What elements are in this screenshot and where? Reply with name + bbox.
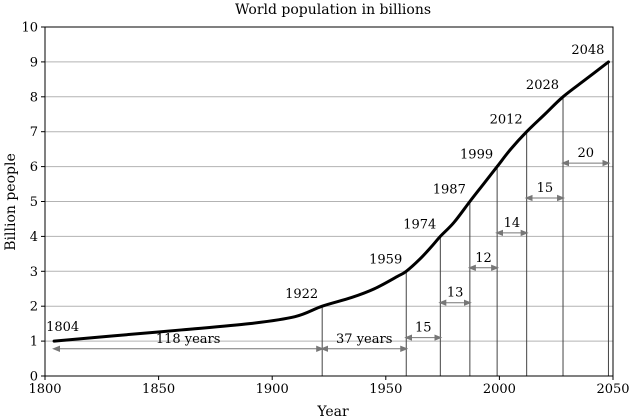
x-tick-label-1850: 1850 [142, 382, 175, 397]
y-tick-label-1: 1 [30, 335, 38, 350]
y-axis-label: Billion people [3, 153, 19, 251]
interval-label-2028-2048: 20 [577, 146, 594, 161]
interval-labels: 118 years 37 years 15 13 12 14 15 20 [156, 146, 594, 347]
x-axis-ticks: 1800 1850 1900 1950 2000 2050 [28, 376, 630, 397]
y-tick-label-5: 5 [30, 195, 38, 210]
y-tick-label-10: 10 [21, 21, 38, 36]
x-tick-label-1950: 1950 [369, 382, 402, 397]
milestone-label-1974: 1974 [403, 217, 436, 232]
milestone-label-2012: 2012 [490, 113, 523, 128]
y-tick-label-4: 4 [30, 230, 38, 245]
interval-label-1922-1959: 37 years [336, 332, 392, 347]
population-curve [52, 60, 610, 343]
y-tick-label-3: 3 [30, 265, 38, 280]
y-tick-label-9: 9 [30, 55, 38, 70]
population-series [52, 60, 610, 343]
milestone-label-2048: 2048 [571, 43, 604, 58]
y-tick-label-2: 2 [30, 300, 38, 315]
milestone-label-1959: 1959 [369, 252, 402, 267]
interval-label-1999-2012: 14 [504, 216, 521, 231]
x-tick-label-1800: 1800 [28, 382, 61, 397]
interval-label-1974-1987: 13 [447, 286, 464, 301]
milestone-label-2028: 2028 [526, 78, 559, 93]
y-tick-label-8: 8 [30, 90, 38, 105]
interval-label-2012-2028: 15 [537, 181, 554, 196]
x-tick-label-2000: 2000 [483, 382, 516, 397]
milestone-label-1987: 1987 [433, 183, 466, 198]
milestone-label-1999: 1999 [460, 148, 493, 163]
y-tick-label-7: 7 [30, 125, 38, 140]
milestone-label-1804: 1804 [46, 320, 79, 335]
gridlines [45, 26, 613, 342]
x-tick-label-1900: 1900 [256, 382, 289, 397]
y-tick-label-0: 0 [30, 370, 38, 385]
milestone-label-1922: 1922 [285, 287, 318, 302]
x-tick-label-2050: 2050 [596, 382, 629, 397]
y-tick-label-6: 6 [30, 160, 38, 175]
interval-label-1959-1974: 15 [415, 321, 432, 336]
milestone-drop-lines [321, 61, 609, 376]
y-axis-ticks: 0 1 2 3 4 5 6 7 8 9 10 [21, 21, 45, 385]
chart-title: World population in billions [235, 2, 431, 18]
x-axis-label: Year [316, 404, 349, 419]
interval-label-1804-1922: 118 years [156, 332, 221, 347]
interval-label-1987-1999: 12 [475, 251, 492, 266]
interval-arrows [52, 159, 611, 352]
